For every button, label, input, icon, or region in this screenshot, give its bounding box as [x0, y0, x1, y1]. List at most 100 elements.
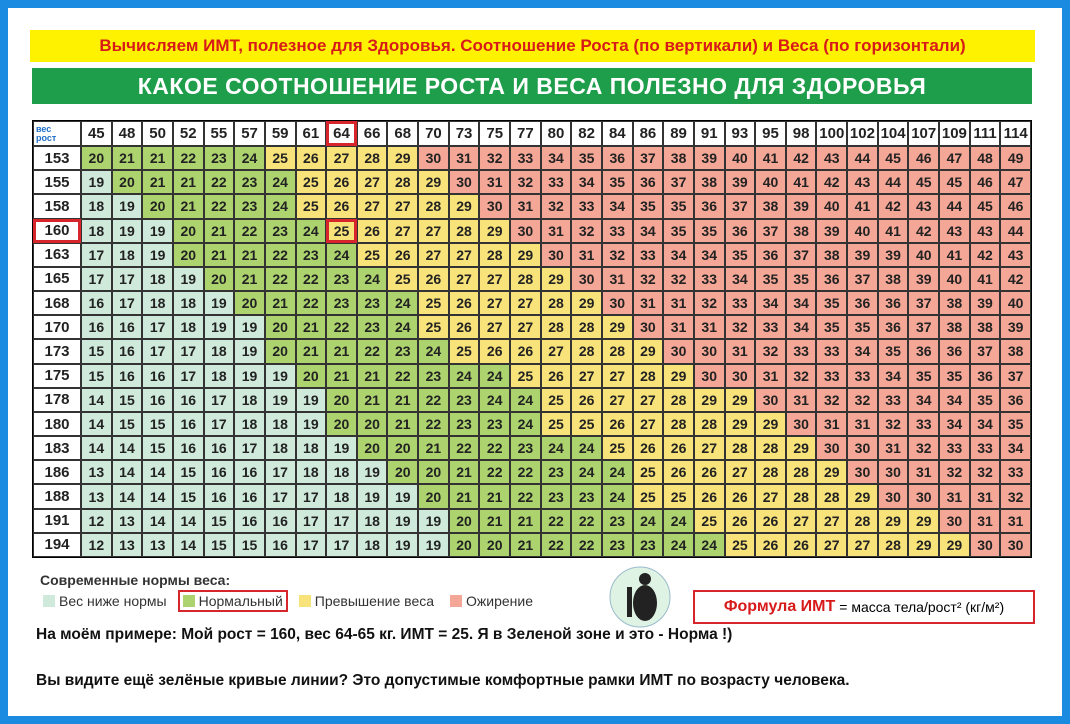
bmi-cell: 33 [877, 387, 909, 412]
bmi-cell: 22 [387, 363, 419, 388]
bmi-cell: 24 [540, 436, 572, 461]
legend-item: Вес ниже нормы [40, 592, 170, 610]
bmi-cell: 30 [847, 460, 878, 485]
bmi-cell: 18 [264, 436, 296, 461]
height-header: 158 [33, 194, 81, 219]
bmi-cell: 33 [571, 194, 602, 219]
bmi-cell: 30 [571, 266, 602, 292]
bmi-cell: 37 [908, 315, 940, 340]
bmi-cell: 32 [939, 460, 970, 485]
bmi-cell: 38 [939, 291, 970, 316]
bmi-cell: 18 [81, 194, 112, 219]
bmi-cell: 18 [234, 387, 265, 412]
bmi-cell: 46 [908, 146, 940, 171]
bmi-cell: 39 [908, 266, 940, 292]
legend-title: Современные нормы веса: [40, 572, 231, 588]
bmi-cell: 28 [448, 218, 480, 243]
bmi-cell: 31 [571, 242, 602, 267]
bmi-cell: 19 [356, 460, 388, 485]
bmi-cell: 28 [356, 146, 388, 171]
bmi-cell: 14 [81, 387, 112, 412]
bmi-cell: 19 [142, 218, 173, 243]
bmi-cell: 26 [601, 411, 633, 437]
bmi-cell: 41 [969, 266, 1001, 292]
bmi-cell: 28 [755, 460, 786, 485]
bmi-cell: 23 [540, 460, 572, 485]
bmi-cell: 25 [510, 363, 541, 388]
bmi-cell: 35 [877, 339, 909, 364]
bmi-cell: 18 [295, 436, 327, 461]
bmi-cell: 15 [81, 339, 112, 364]
bmi-cell: 25 [632, 484, 664, 509]
bmi-cell: 25 [295, 170, 327, 195]
bmi-cell: 24 [264, 194, 296, 219]
bmi-cell: 42 [969, 242, 1001, 267]
height-header: 165 [33, 266, 81, 292]
bmi-cell: 34 [785, 291, 817, 316]
bmi-cell: 27 [510, 315, 541, 340]
bmi-cell: 41 [939, 242, 970, 267]
bmi-cell: 40 [1000, 291, 1031, 316]
bmi-cell: 26 [448, 315, 480, 340]
weight-header: 91 [693, 121, 725, 146]
bmi-cell: 20 [172, 218, 204, 243]
legend-item: Нормальный [177, 590, 288, 612]
weight-header: 66 [356, 121, 388, 146]
bmi-cell: 17 [142, 315, 173, 340]
bmi-cell: 21 [111, 146, 143, 171]
bmi-cell: 15 [172, 460, 204, 485]
weight-header: 98 [785, 121, 817, 146]
bmi-cell: 24 [479, 363, 511, 388]
bmi-cell: 23 [234, 194, 265, 219]
bmi-cell: 35 [816, 291, 848, 316]
bmi-cell: 27 [540, 339, 572, 364]
bmi-cell: 32 [571, 218, 602, 243]
bmi-cell: 20 [172, 242, 204, 267]
bmi-cell: 26 [663, 460, 694, 485]
bmi-cell: 42 [877, 194, 909, 219]
bmi-cell: 29 [847, 484, 878, 509]
bmi-cell: 35 [908, 363, 940, 388]
bmi-cell: 30 [448, 170, 480, 195]
bmi-cell: 29 [908, 508, 940, 533]
bmi-cell: 23 [356, 315, 388, 340]
bmi-cell: 38 [785, 218, 817, 243]
bmi-cell: 15 [142, 411, 173, 437]
bmi-cell: 22 [448, 436, 480, 461]
bmi-cell: 21 [142, 170, 173, 195]
bmi-cell: 37 [969, 339, 1001, 364]
bmi-cell: 25 [326, 218, 357, 243]
bmi-cell: 30 [601, 291, 633, 316]
bmi-cell: 37 [632, 146, 664, 171]
bmi-cell: 20 [356, 436, 388, 461]
bmi-cell: 29 [908, 532, 940, 557]
bmi-cell: 44 [847, 146, 878, 171]
bmi-cell: 25 [632, 460, 664, 485]
bmi-cell: 36 [816, 266, 848, 292]
bmi-cell: 25 [601, 436, 633, 461]
bmi-cell: 17 [111, 266, 143, 292]
bmi-cell: 27 [816, 532, 848, 557]
bmi-cell: 21 [356, 387, 388, 412]
bmi-cell: 30 [693, 339, 725, 364]
bmi-cell: 33 [510, 146, 541, 171]
bmi-cell: 15 [203, 508, 235, 533]
bmi-cell: 35 [632, 194, 664, 219]
bmi-cell: 28 [877, 532, 909, 557]
bmi-cell: 29 [939, 532, 970, 557]
weight-header: 114 [1000, 121, 1031, 146]
bmi-cell: 27 [479, 291, 511, 316]
bmi-cell: 20 [326, 387, 357, 412]
legend-items: Вес ниже нормы Нормальный Превышение веса О… [40, 590, 546, 612]
bmi-cell: 31 [601, 266, 633, 292]
bmi-cell: 38 [969, 315, 1001, 340]
bmi-cell: 17 [264, 484, 296, 509]
bmi-cell: 37 [847, 266, 878, 292]
bmi-cell: 19 [203, 315, 235, 340]
bmi-cell: 33 [969, 436, 1001, 461]
bmi-cell: 26 [571, 387, 602, 412]
icon-thin [627, 587, 632, 617]
bmi-cell: 15 [172, 484, 204, 509]
bmi-cell: 32 [755, 339, 786, 364]
bmi-cell: 32 [877, 411, 909, 437]
